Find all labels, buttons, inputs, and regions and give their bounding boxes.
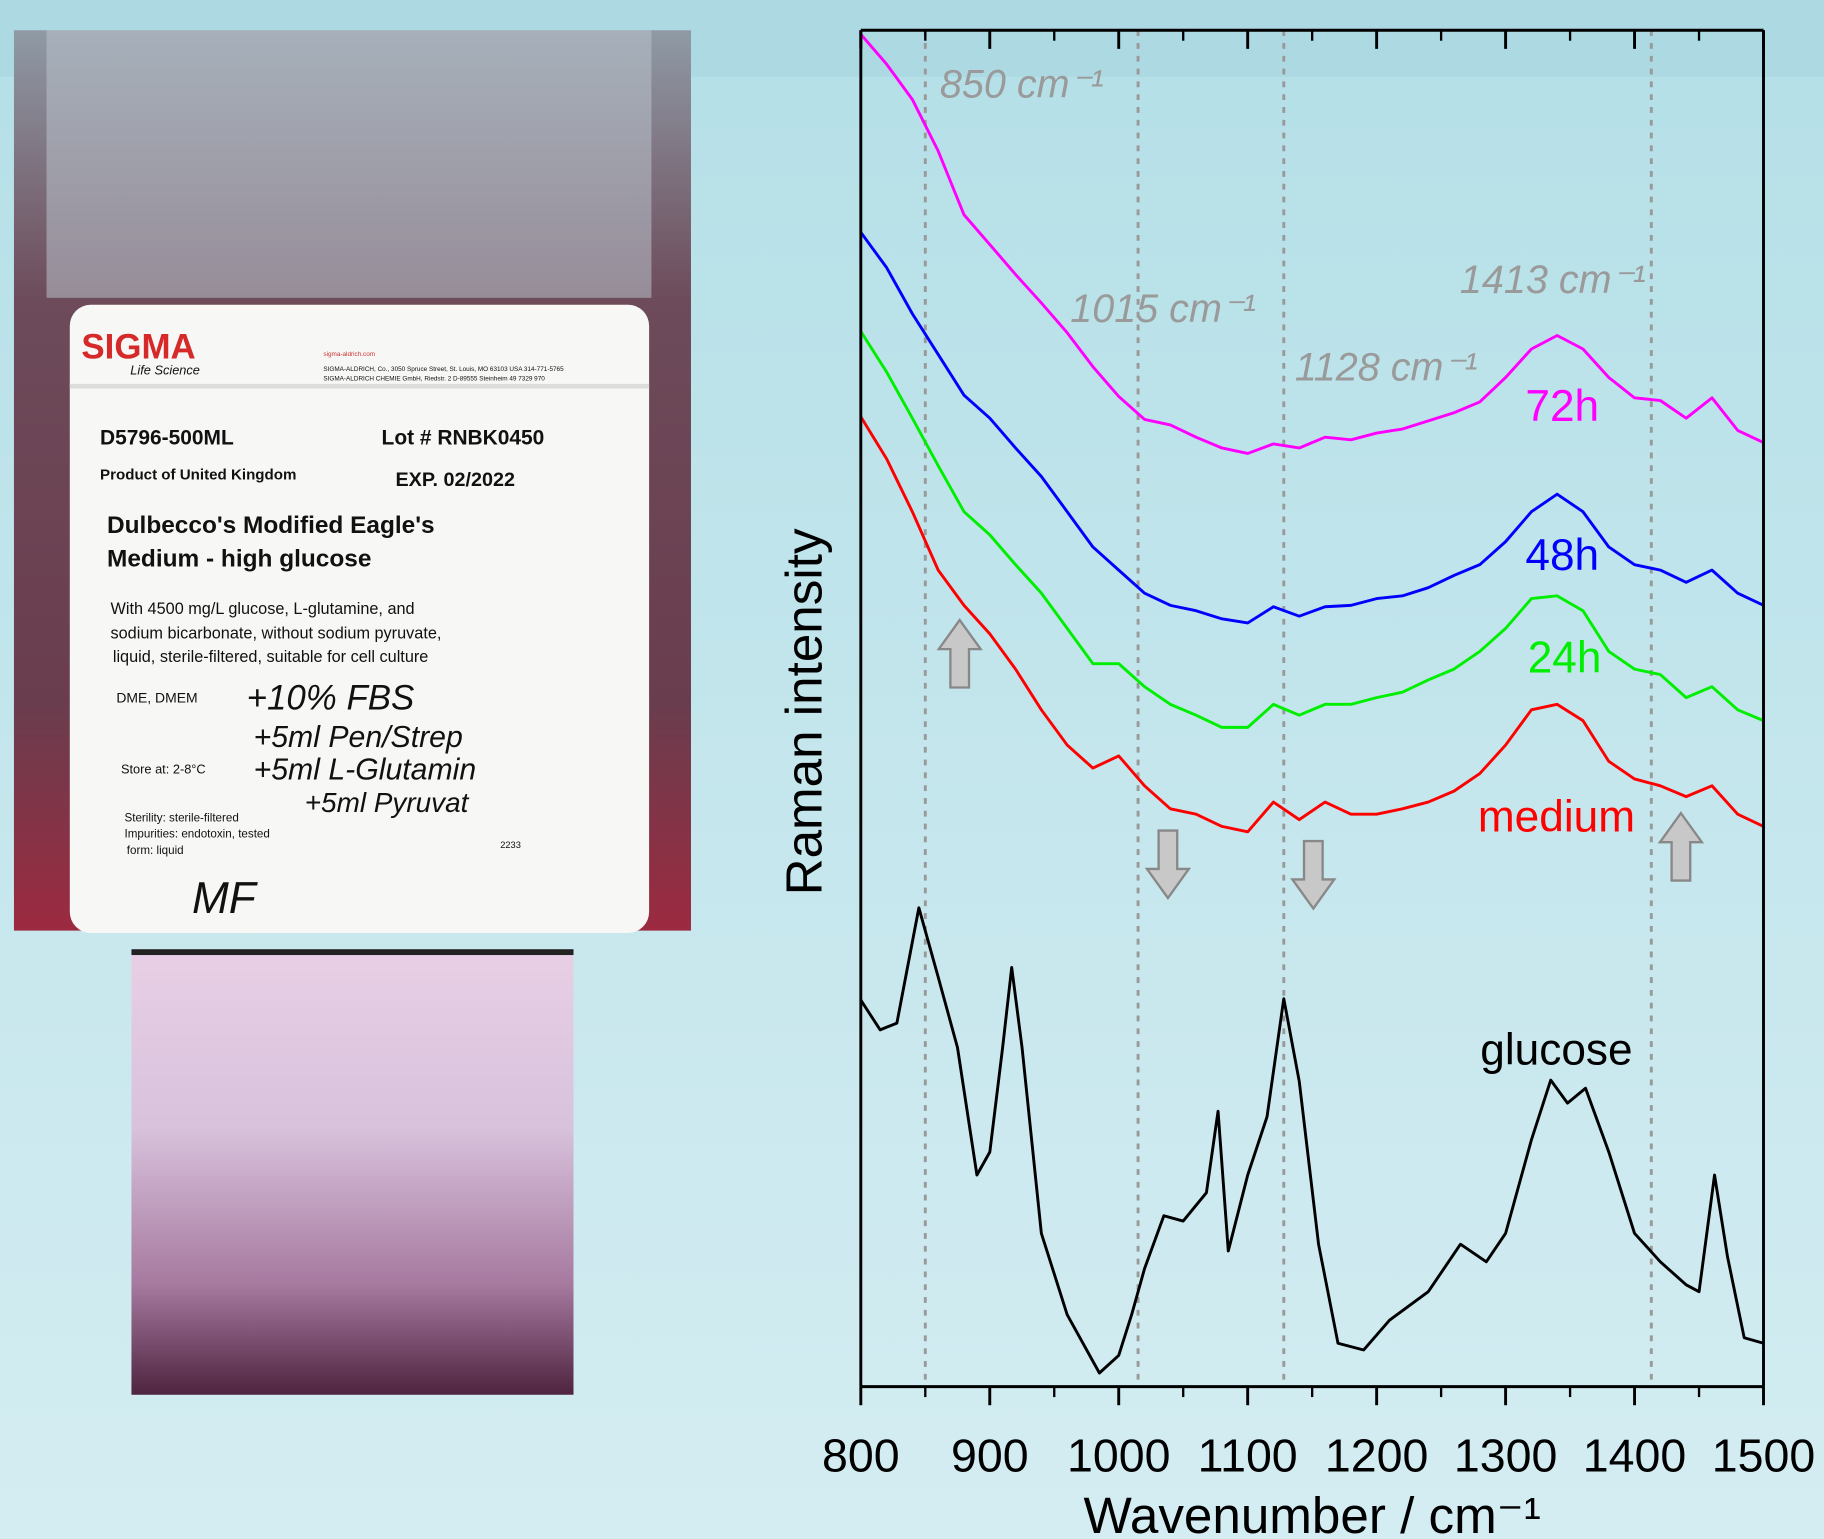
lot: Lot # RNBK0450 — [382, 426, 545, 449]
arrow-up — [1657, 811, 1705, 882]
series-label: 24h — [1528, 633, 1602, 682]
reference-label: 1128 cm⁻¹ — [1295, 345, 1478, 389]
reference-label: 1015 cm⁻¹ — [1070, 287, 1256, 331]
subbrand: Life Science — [130, 363, 200, 378]
handwriting: +5ml Pyruvat — [305, 787, 470, 818]
synonyms: DME, DMEM — [116, 690, 197, 706]
y-axis-label: Raman intensity — [775, 528, 832, 895]
x-tick-label: 1300 — [1454, 1430, 1557, 1482]
product-name: Dulbecco's Modified Eagle's — [107, 512, 435, 539]
arrows — [936, 618, 1705, 911]
handwriting: +5ml Pen/Strep — [254, 721, 463, 754]
sterility: Sterility: sterile-filtered — [124, 811, 238, 824]
series-line — [859, 416, 1765, 834]
label-card: SIGMA Life Science sigma-aldrich.com SIG… — [81, 327, 564, 923]
sterility: form: liquid — [127, 844, 184, 857]
x-tick-label: 1000 — [1067, 1430, 1170, 1482]
product-name: Medium - high glucose — [107, 546, 371, 573]
x-tick-label: 800 — [822, 1430, 900, 1482]
handwriting: MF — [192, 874, 259, 923]
x-tick-label: 1500 — [1712, 1430, 1815, 1482]
arrow-up — [936, 618, 983, 689]
series-label: 48h — [1525, 531, 1599, 580]
series-label: 72h — [1525, 382, 1599, 431]
x-tick-label: 1400 — [1583, 1430, 1686, 1482]
series-line — [859, 33, 1765, 455]
plot: 850 cm⁻¹ 1015 cm⁻¹ 1128 cm⁻¹ 1413 cm⁻¹ 72h 48… — [822, 28, 1815, 1482]
description: sodium bicarbonate, without sodium pyruv… — [111, 625, 442, 643]
series-line — [859, 330, 1765, 729]
expiry: EXP. 02/2022 — [396, 469, 515, 491]
microscope-photo — [131, 949, 574, 1395]
brand: SIGMA — [81, 327, 195, 366]
product: D5796-500ML — [100, 426, 234, 449]
x-tick-label: 1100 — [1198, 1430, 1298, 1482]
address: SIGMA-ALDRICH CHEMIE GmbH, Riedstr. 2 D-… — [323, 375, 545, 382]
x-tick-label: 1200 — [1325, 1430, 1428, 1482]
series-label: glucose — [1480, 1025, 1632, 1074]
handwriting: +10% FBS — [247, 679, 415, 718]
description: liquid, sterile-filtered, suitable for c… — [113, 648, 429, 666]
address: SIGMA-ALDRICH, Co., 3050 Spruce Street, … — [323, 366, 564, 373]
reference-label: 1413 cm⁻¹ — [1460, 258, 1646, 302]
address: sigma-aldrich.com — [323, 351, 375, 358]
series-line — [859, 231, 1765, 625]
sterility: Impurities: endotoxin, tested — [124, 828, 269, 841]
series-line — [859, 906, 1764, 1375]
code: 2233 — [500, 840, 521, 850]
description: With 4500 mg/L glucose, L-glutamine, and — [111, 600, 415, 618]
x-axis-label: Wavenumber / cm⁻¹ — [1083, 1487, 1540, 1539]
bottle-photo — [13, 30, 691, 933]
arrow-down — [1144, 829, 1192, 901]
reference-label: 850 cm⁻¹ — [940, 63, 1104, 107]
origin: Product of United Kingdom — [100, 466, 296, 483]
x-tick-label: 900 — [951, 1430, 1029, 1482]
series-label: medium — [1478, 793, 1635, 842]
storage: Store at: 2-8°C — [121, 762, 206, 777]
handwriting: +5ml L-Glutamin — [254, 753, 477, 786]
arrow-down — [1290, 839, 1337, 911]
